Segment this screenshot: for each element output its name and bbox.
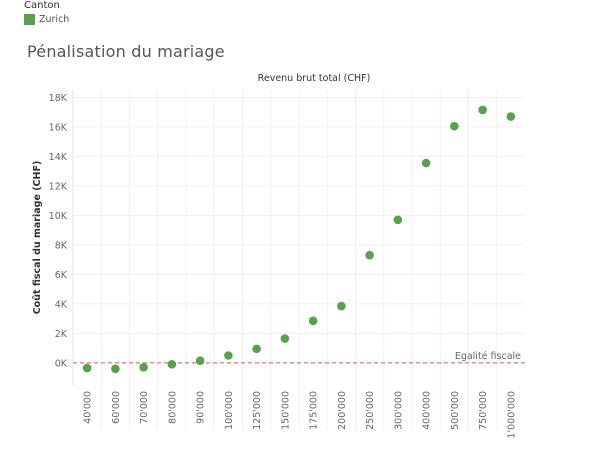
x-tick-label: 70'000: [139, 391, 150, 424]
y-tick-label: 0K: [55, 358, 68, 369]
y-tick-label: 10K: [49, 211, 68, 222]
data-point: [421, 158, 431, 168]
x-axis-title: Revenu brut total (CHF): [258, 73, 371, 84]
y-tick-label: 2K: [55, 329, 68, 340]
data-point: [365, 250, 374, 260]
data-point: [195, 356, 205, 365]
legend: Canton Zurich: [24, 0, 69, 25]
x-tick-label: 80'000: [167, 391, 178, 424]
x-tick-label: 200'000: [337, 391, 348, 430]
x-tick-label: 90'000: [196, 391, 207, 424]
data-point: [280, 334, 290, 343]
data-point: [139, 363, 148, 372]
x-tick-label: 250'000: [365, 391, 376, 430]
chart-title: Pénalisation du mariage: [27, 42, 225, 61]
legend-item-zurich[interactable]: Zurich: [24, 14, 69, 25]
y-tick-label: 14K: [49, 152, 68, 163]
x-tick-label: 40'000: [83, 391, 94, 424]
data-point: [82, 363, 92, 373]
y-tick-label: 6K: [55, 270, 68, 281]
reference-line-label: Egalité fiscale: [455, 351, 521, 362]
legend-item-label: Zurich: [39, 14, 70, 25]
legend-swatch: [24, 14, 35, 25]
data-point: [393, 215, 403, 225]
data-point: [308, 316, 318, 326]
x-tick-label: 750'000: [478, 391, 489, 430]
y-axis-title: Coût fiscal du mariage (CHF): [32, 161, 43, 315]
x-tick-label: 150'000: [280, 391, 291, 430]
x-tick-label: 60'000: [111, 391, 122, 424]
data-point: [337, 301, 346, 311]
data-point: [506, 112, 516, 121]
x-tick-label: 500'000: [450, 391, 461, 430]
data-point: [167, 360, 177, 369]
data-point: [450, 121, 459, 131]
data-point: [224, 351, 233, 360]
data-point: [478, 105, 487, 115]
data-point: [111, 364, 120, 374]
y-tick-label: 4K: [55, 299, 68, 310]
x-tick-label: 175'000: [309, 391, 320, 430]
x-tick-label: 125'000: [252, 391, 263, 430]
data-point: [252, 344, 261, 354]
y-tick-label: 18K: [49, 93, 68, 104]
y-tick-label: 16K: [49, 122, 68, 133]
legend-title: Canton: [24, 0, 60, 11]
x-tick-label: 400'000: [422, 391, 433, 430]
x-tick-label: 300'000: [393, 391, 404, 430]
y-tick-label: 12K: [49, 181, 68, 192]
y-tick-label: 8K: [55, 240, 68, 251]
x-tick-label: 1'000'000: [506, 391, 517, 439]
x-tick-label: 100'000: [224, 391, 235, 430]
